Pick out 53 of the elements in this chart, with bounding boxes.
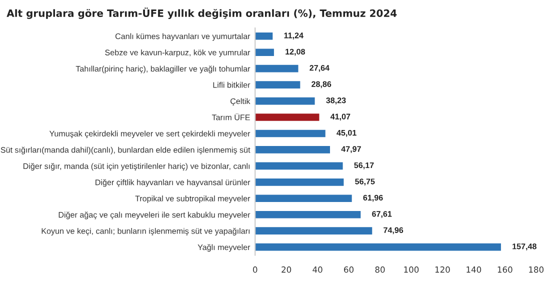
- bar: [255, 194, 352, 202]
- chart-title: Alt gruplara göre Tarım-ÜFE yıllık değişim oranları (%), Temmuz 2024: [6, 8, 397, 19]
- y-tick-label: Süt sığırları(manda dahil)(canlı), bunlardan elde edilen işlenmemiş süt: [0, 146, 250, 154]
- data-label: 45,01: [336, 130, 356, 137]
- data-label: 74,96: [384, 227, 404, 234]
- x-tick-label: 60: [344, 266, 354, 273]
- y-tick-label: Tarım ÜFE: [212, 113, 250, 120]
- data-label: 61,96: [363, 194, 383, 202]
- x-tick-label: 80: [375, 266, 385, 273]
- bar: [255, 64, 298, 72]
- data-label: 56,17: [354, 162, 374, 170]
- data-label: 41,07: [330, 114, 350, 121]
- data-label: 11,24: [284, 32, 304, 40]
- x-tick-label: 160: [498, 266, 512, 273]
- y-tick-label: Sebze ve kavun-karpuz, kök ve yumrular: [105, 49, 250, 57]
- y-tick-label: Tropikal ve subtropikal meyveler: [135, 195, 250, 203]
- bar: [255, 162, 343, 170]
- x-tick-label: 0: [253, 266, 258, 273]
- data-label: 56,75: [355, 178, 375, 186]
- x-tick-label: 20: [282, 266, 292, 273]
- x-tick-label: 120: [435, 266, 450, 273]
- data-label: 47,97: [341, 146, 361, 154]
- x-tick-label: 100: [404, 266, 419, 273]
- y-tick-label: Diğer çiftlik hayvanları ve hayvansal ürünler: [96, 179, 250, 187]
- data-label: 38,23: [326, 97, 346, 104]
- bar: [255, 227, 372, 234]
- y-tick-label: Canlı kümes hayvanları ve yumurtalar: [115, 33, 250, 41]
- y-tick-label: Diğer ağaç ve çalı meyveleri ile sert kabuklu meyveler: [58, 212, 250, 220]
- bar: [255, 146, 330, 154]
- bar: [255, 97, 315, 105]
- y-tick-label: Tahıllar(pirinç hariç), baklagiller ve yağlı tohumlar: [76, 66, 250, 74]
- data-label: 157,48: [512, 244, 536, 250]
- bar: [255, 130, 326, 138]
- y-tick-label: Çeltik: [230, 98, 250, 106]
- y-tick-label: Lifli bitkiler: [213, 82, 250, 88]
- data-label: 67,61: [372, 211, 392, 218]
- y-tick-label: Koyun ve keçi, canlı; bunların işlenmemiş süt ve yapağıları: [42, 228, 250, 236]
- bar: [255, 114, 320, 121]
- y-tick-label: Yumuşak çekirdekli meyveler ve sert çekirdekli meyveler: [49, 130, 250, 138]
- bar: [255, 32, 273, 40]
- bar: [255, 178, 344, 186]
- data-label: 27,64: [310, 65, 330, 72]
- bar: [255, 81, 300, 88]
- bar: [255, 48, 274, 56]
- x-tick-label: 40: [312, 266, 322, 273]
- data-label: 12,08: [286, 48, 305, 56]
- y-tick-label: Diğer sığır, manda (süt için yetiştirilenler hariç) ve bizonlar, canlı: [23, 162, 250, 171]
- bar: [255, 243, 501, 251]
- x-tick-label: 180: [529, 266, 544, 273]
- bar: [255, 210, 361, 218]
- x-tick-label: 140: [466, 266, 482, 273]
- data-label: 28,86: [312, 81, 332, 88]
- y-tick-label: Yağlı meyveler: [198, 244, 250, 252]
